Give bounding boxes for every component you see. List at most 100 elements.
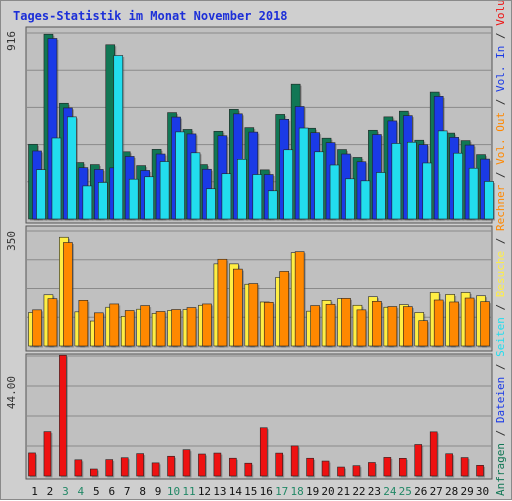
bar-seiten-day-29 xyxy=(468,167,479,220)
x-tick-label-day-12: 12 xyxy=(198,485,211,498)
bar-volumen-day-11 xyxy=(182,449,191,477)
x-tick-label-day-9: 9 xyxy=(155,485,162,498)
legend-item: / xyxy=(494,92,507,112)
legend-item: Rechner xyxy=(494,184,507,231)
bar-rechner-day-28 xyxy=(449,301,459,347)
x-tick-label-day-23: 23 xyxy=(368,485,381,498)
bar-rechner-day-26 xyxy=(418,320,429,347)
bar-seiten-day-5 xyxy=(98,182,108,220)
bar-rechner-day-4 xyxy=(78,300,89,347)
bar-volumen-day-28 xyxy=(445,453,453,477)
x-tick-label-day-17: 17 xyxy=(275,485,288,498)
bar-volumen-day-9 xyxy=(151,462,160,477)
bar-rechner-day-3 xyxy=(63,242,73,347)
bar-rechner-day-10 xyxy=(171,309,181,347)
x-tick-label-day-30: 30 xyxy=(476,485,489,498)
bar-volumen-day-13 xyxy=(213,452,222,477)
chart-title: Tages-Statistik im Monat November 2018 xyxy=(13,9,288,23)
bar-seiten-day-28 xyxy=(453,152,463,220)
bar-volumen-day-1 xyxy=(28,452,36,477)
bar-seiten-day-24 xyxy=(391,143,402,220)
bar-seiten-day-2 xyxy=(51,137,62,220)
bar-rechner-day-17 xyxy=(279,271,290,347)
bar-volumen-day-20 xyxy=(321,460,330,477)
bar-rechner-day-16 xyxy=(263,301,274,347)
legend-item: / xyxy=(494,297,507,317)
bar-volumen-day-10 xyxy=(167,455,175,477)
bar-volumen-day-4 xyxy=(74,459,83,477)
bar-volumen-day-15 xyxy=(244,462,253,477)
bar-seiten-day-17 xyxy=(283,149,294,220)
bar-seiten-day-7 xyxy=(128,178,139,220)
bar-volumen-day-6 xyxy=(105,459,114,477)
bar-volumen-day-14 xyxy=(229,457,237,477)
x-tick-label-day-28: 28 xyxy=(445,485,458,498)
legend-item: Vol. In xyxy=(494,46,507,92)
bar-rechner-day-14 xyxy=(233,268,243,347)
legend-item: / xyxy=(494,357,507,377)
bar-rechner-day-20 xyxy=(325,303,336,347)
bar-seiten-day-26 xyxy=(422,162,433,220)
bar-volumen-day-2 xyxy=(43,431,52,477)
legend-item: Vol. Out xyxy=(494,112,507,165)
bar-rechner-day-1 xyxy=(32,309,42,347)
bar-volumen-day-7 xyxy=(120,457,129,477)
bar-seiten-day-20 xyxy=(329,164,340,220)
bar-rechner-day-8 xyxy=(140,305,150,347)
bar-seiten-day-12 xyxy=(206,188,216,220)
bar-volumen-day-21 xyxy=(337,466,345,477)
bar-volumen-day-25 xyxy=(398,457,407,477)
bar-seiten-day-16 xyxy=(267,190,278,220)
x-tick-label-day-16: 16 xyxy=(260,485,273,498)
bar-seiten-day-9 xyxy=(159,161,170,220)
bar-seiten-day-23 xyxy=(376,172,386,220)
y-max-label: 916 xyxy=(5,31,18,51)
x-tick-label-day-19: 19 xyxy=(306,485,319,498)
x-tick-label-day-11: 11 xyxy=(182,485,195,498)
bar-volumen-day-5 xyxy=(90,468,98,477)
bar-rechner-day-25 xyxy=(402,306,413,347)
bar-seiten-day-10 xyxy=(175,131,185,220)
bar-seiten-day-14 xyxy=(237,159,247,220)
legend-item: / xyxy=(494,231,507,251)
bar-seiten-day-15 xyxy=(252,174,263,220)
x-tick-label-day-14: 14 xyxy=(229,485,243,498)
bar-rechner-day-5 xyxy=(94,312,104,347)
side-legend: Anfragen / Dateien / Seiten / Besuche / … xyxy=(494,1,507,496)
legend-item: Dateien xyxy=(494,377,507,423)
bar-seiten-day-22 xyxy=(360,180,371,220)
bar-rechner-day-2 xyxy=(47,298,58,347)
x-tick-label-day-15: 15 xyxy=(244,485,257,498)
bar-rechner-day-7 xyxy=(124,310,135,347)
bar-volumen-day-12 xyxy=(198,453,206,477)
bar-seiten-day-11 xyxy=(190,152,201,220)
bar-rechner-day-29 xyxy=(464,297,475,347)
bar-volumen-day-3 xyxy=(59,354,67,477)
bar-seiten-day-30 xyxy=(484,181,494,220)
x-tick-label-day-8: 8 xyxy=(139,485,146,498)
y-max-label: 44.00 xyxy=(5,376,18,409)
bar-rechner-day-22 xyxy=(356,309,367,347)
x-tick-label-day-10: 10 xyxy=(167,485,180,498)
bar-rechner-day-13 xyxy=(217,258,228,347)
bar-rechner-day-9 xyxy=(155,311,166,347)
bar-volumen-day-29 xyxy=(460,457,469,477)
bar-seiten-day-25 xyxy=(406,141,417,220)
bar-volumen-day-8 xyxy=(136,453,144,477)
bar-rechner-day-27 xyxy=(433,299,444,347)
legend-item: / xyxy=(494,165,507,185)
y-max-label: 350 xyxy=(5,231,18,251)
x-tick-label-day-27: 27 xyxy=(430,485,443,498)
x-tick-label-day-25: 25 xyxy=(399,485,412,498)
x-tick-label-day-2: 2 xyxy=(47,485,54,498)
bar-seiten-day-21 xyxy=(345,178,355,220)
bar-rechner-day-12 xyxy=(202,303,212,347)
bar-seiten-day-27 xyxy=(437,130,448,220)
bar-volumen-day-23 xyxy=(368,462,376,477)
legend-item: Volumen xyxy=(494,1,507,26)
x-tick-label-day-7: 7 xyxy=(124,485,131,498)
bar-rechner-day-18 xyxy=(294,251,305,347)
bar-rechner-day-11 xyxy=(186,307,197,347)
bar-seiten-day-13 xyxy=(221,173,232,220)
